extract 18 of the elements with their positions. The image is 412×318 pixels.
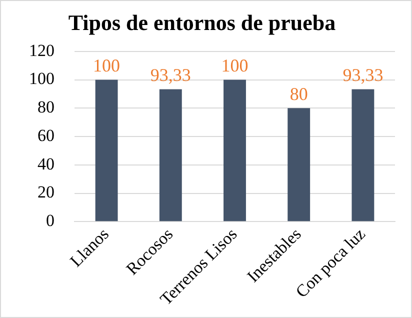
y-tick-label: 0	[46, 211, 54, 230]
data-label: 93,33	[150, 64, 191, 85]
y-tick-label: 100	[29, 69, 54, 88]
bar	[224, 80, 246, 222]
bar	[95, 80, 118, 222]
data-label: 100	[93, 56, 120, 76]
y-tick-label: 60	[38, 126, 54, 145]
bar	[159, 89, 182, 222]
data-label: 93,33	[342, 64, 384, 85]
data-label: 100	[221, 56, 248, 76]
y-tick-label: 80	[38, 98, 54, 117]
bar	[288, 108, 310, 222]
data-label: 80	[290, 84, 308, 104]
bar	[352, 89, 374, 222]
chart-title: Tipos de entornos de prueba	[68, 10, 336, 35]
y-tick-label: 40	[38, 154, 54, 174]
y-tick-label: 120	[29, 40, 54, 60]
y-tick-label: 20	[38, 182, 54, 202]
